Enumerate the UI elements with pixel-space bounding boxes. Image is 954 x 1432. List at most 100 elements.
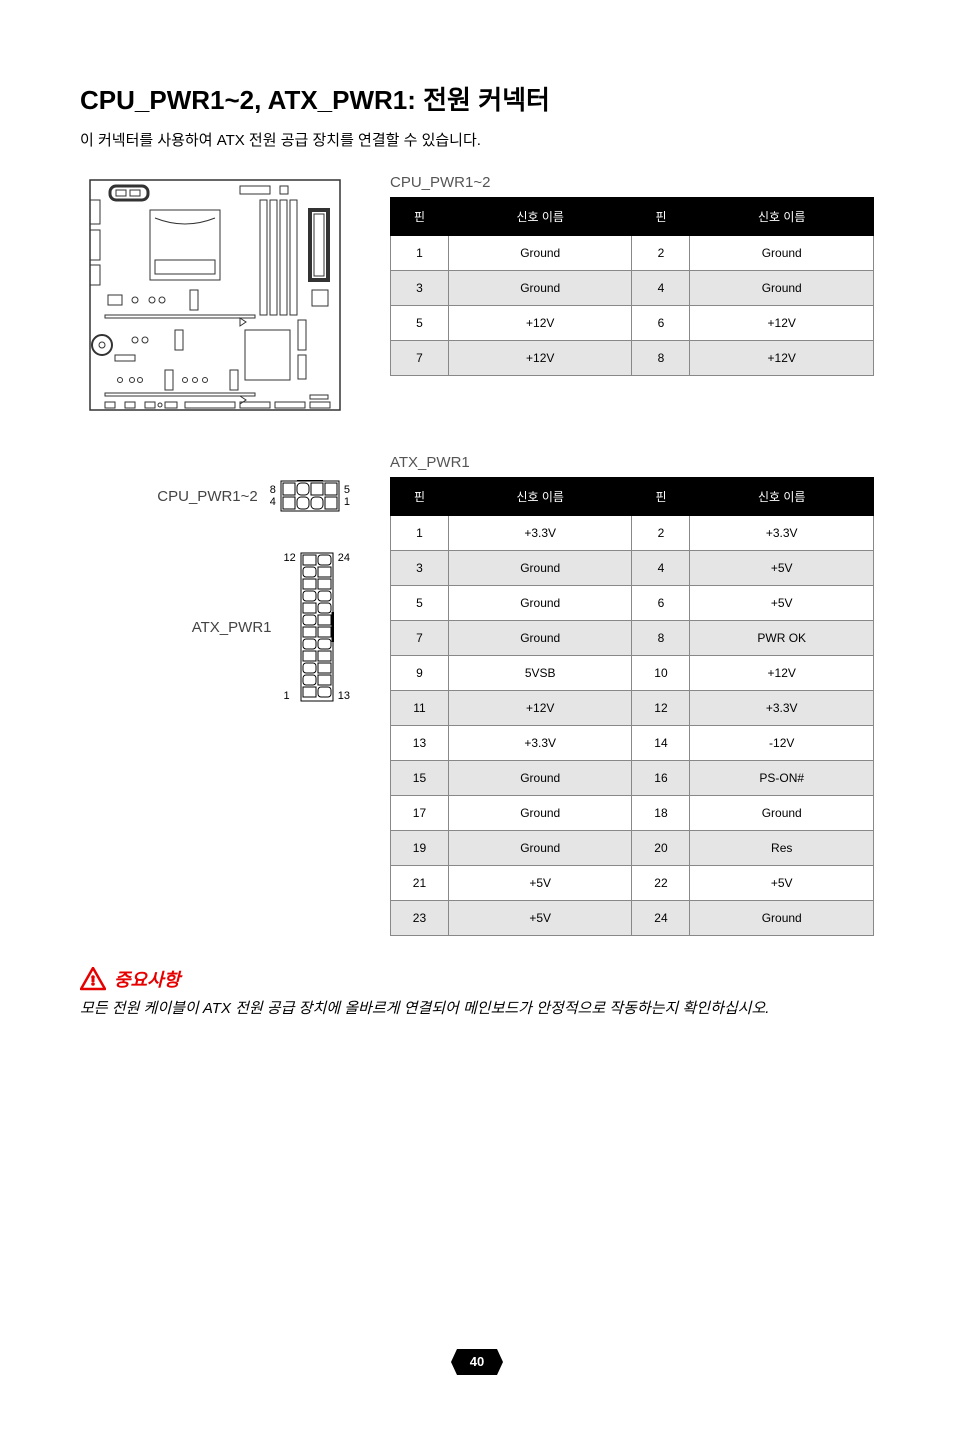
cpu-conn-label: CPU_PWR1~2: [157, 488, 257, 505]
atx-conn-label: ATX_PWR1: [192, 619, 272, 636]
table-cell: +5V: [690, 586, 874, 621]
atx-num-tl: 12: [284, 552, 296, 564]
table-cell: 20: [632, 831, 690, 866]
table-cell: +5V: [448, 901, 632, 936]
table-cell: Ground: [690, 271, 874, 306]
table-cell: 4: [632, 551, 690, 586]
important-label: 중요사항: [114, 966, 180, 992]
cpu-table-title: CPU_PWR1~2: [390, 174, 874, 191]
table-row: 15Ground16PS-ON#: [391, 761, 874, 796]
atx-th-1: 신호 이름: [448, 478, 632, 516]
table-cell: 5: [391, 306, 449, 341]
table-row: 23+5V24Ground: [391, 901, 874, 936]
table-cell: Ground: [448, 586, 632, 621]
table-row: 7+12V8+12V: [391, 341, 874, 376]
table-row: 3Ground4Ground: [391, 271, 874, 306]
table-cell: Ground: [448, 551, 632, 586]
table-cell: PS-ON#: [690, 761, 874, 796]
table-cell: 6: [632, 586, 690, 621]
table-cell: 5VSB: [448, 656, 632, 691]
table-cell: Res: [690, 831, 874, 866]
table-cell: 19: [391, 831, 449, 866]
table-cell: +5V: [690, 866, 874, 901]
table-cell: 23: [391, 901, 449, 936]
table-cell: 1: [391, 236, 449, 271]
table-cell: 22: [632, 866, 690, 901]
atx-connector-diagram: ATX_PWR1 12 1: [80, 552, 350, 702]
table-cell: 5: [391, 586, 449, 621]
alert-icon: [80, 967, 106, 991]
table-cell: Ground: [448, 761, 632, 796]
table-cell: Ground: [448, 621, 632, 656]
table-cell: +12V: [690, 306, 874, 341]
motherboard-diagram: [80, 170, 350, 420]
cpu-th-3: 신호 이름: [690, 198, 874, 236]
table-cell: +12V: [448, 691, 632, 726]
table-row: 5+12V6+12V: [391, 306, 874, 341]
table-cell: 7: [391, 621, 449, 656]
cpu-th-0: 핀: [391, 198, 449, 236]
table-row: 17Ground18Ground: [391, 796, 874, 831]
table-row: 13+3.3V14-12V: [391, 726, 874, 761]
table-cell: +12V: [448, 341, 632, 376]
atx-table-title: ATX_PWR1: [390, 454, 874, 471]
cpu-num-bl: 4: [270, 496, 276, 508]
table-cell: +12V: [448, 306, 632, 341]
cpu-th-2: 핀: [632, 198, 690, 236]
table-cell: Ground: [448, 796, 632, 831]
cpu-num-tr: 5: [344, 484, 350, 496]
table-row: 95VSB10+12V: [391, 656, 874, 691]
cpu-connector-diagram: CPU_PWR1~2 8 4: [80, 480, 350, 512]
table-row: 19Ground20Res: [391, 831, 874, 866]
table-row: 1+3.3V2+3.3V: [391, 516, 874, 551]
page-number: 40: [449, 1347, 505, 1377]
table-cell: +5V: [448, 866, 632, 901]
cpu-num-br: 1: [344, 496, 350, 508]
table-cell: 15: [391, 761, 449, 796]
table-cell: +12V: [690, 656, 874, 691]
table-cell: 18: [632, 796, 690, 831]
table-cell: 1: [391, 516, 449, 551]
table-cell: 6: [632, 306, 690, 341]
atx-num-bl: 1: [284, 690, 296, 702]
table-cell: +5V: [690, 551, 874, 586]
table-cell: 2: [632, 516, 690, 551]
table-row: 1Ground2Ground: [391, 236, 874, 271]
table-cell: 24: [632, 901, 690, 936]
table-cell: +3.3V: [448, 516, 632, 551]
table-cell: 3: [391, 271, 449, 306]
table-cell: 9: [391, 656, 449, 691]
important-text: 모든 전원 케이블이 ATX 전원 공급 장치에 올바르게 연결되어 메인보드가…: [80, 998, 874, 1021]
table-cell: 7: [391, 341, 449, 376]
table-cell: +3.3V: [690, 516, 874, 551]
table-cell: 8: [632, 621, 690, 656]
table-cell: 14: [632, 726, 690, 761]
table-cell: 13: [391, 726, 449, 761]
table-cell: 3: [391, 551, 449, 586]
table-cell: Ground: [690, 901, 874, 936]
cpu-num-tl: 8: [270, 484, 276, 496]
cpu-pwr-table: 핀 신호 이름 핀 신호 이름 1Ground2Ground3Ground4Gr…: [390, 197, 874, 376]
table-cell: +3.3V: [448, 726, 632, 761]
atx-num-tr: 24: [338, 552, 350, 564]
table-cell: 10: [632, 656, 690, 691]
table-cell: Ground: [448, 236, 632, 271]
table-row: 11+12V12+3.3V: [391, 691, 874, 726]
table-cell: 2: [632, 236, 690, 271]
table-cell: +12V: [690, 341, 874, 376]
table-cell: 17: [391, 796, 449, 831]
atx-pwr-table: 핀 신호 이름 핀 신호 이름 1+3.3V2+3.3V3Ground4+5V5…: [390, 477, 874, 936]
table-cell: -12V: [690, 726, 874, 761]
table-cell: Ground: [448, 271, 632, 306]
table-cell: Ground: [690, 236, 874, 271]
table-row: 21+5V22+5V: [391, 866, 874, 901]
atx-th-0: 핀: [391, 478, 449, 516]
atx-th-3: 신호 이름: [690, 478, 874, 516]
table-cell: 11: [391, 691, 449, 726]
table-row: 5Ground6+5V: [391, 586, 874, 621]
table-cell: +3.3V: [690, 691, 874, 726]
page-title: CPU_PWR1~2, ATX_PWR1: 전원 커넥터: [80, 80, 874, 117]
table-cell: PWR OK: [690, 621, 874, 656]
table-row: 3Ground4+5V: [391, 551, 874, 586]
table-cell: 8: [632, 341, 690, 376]
